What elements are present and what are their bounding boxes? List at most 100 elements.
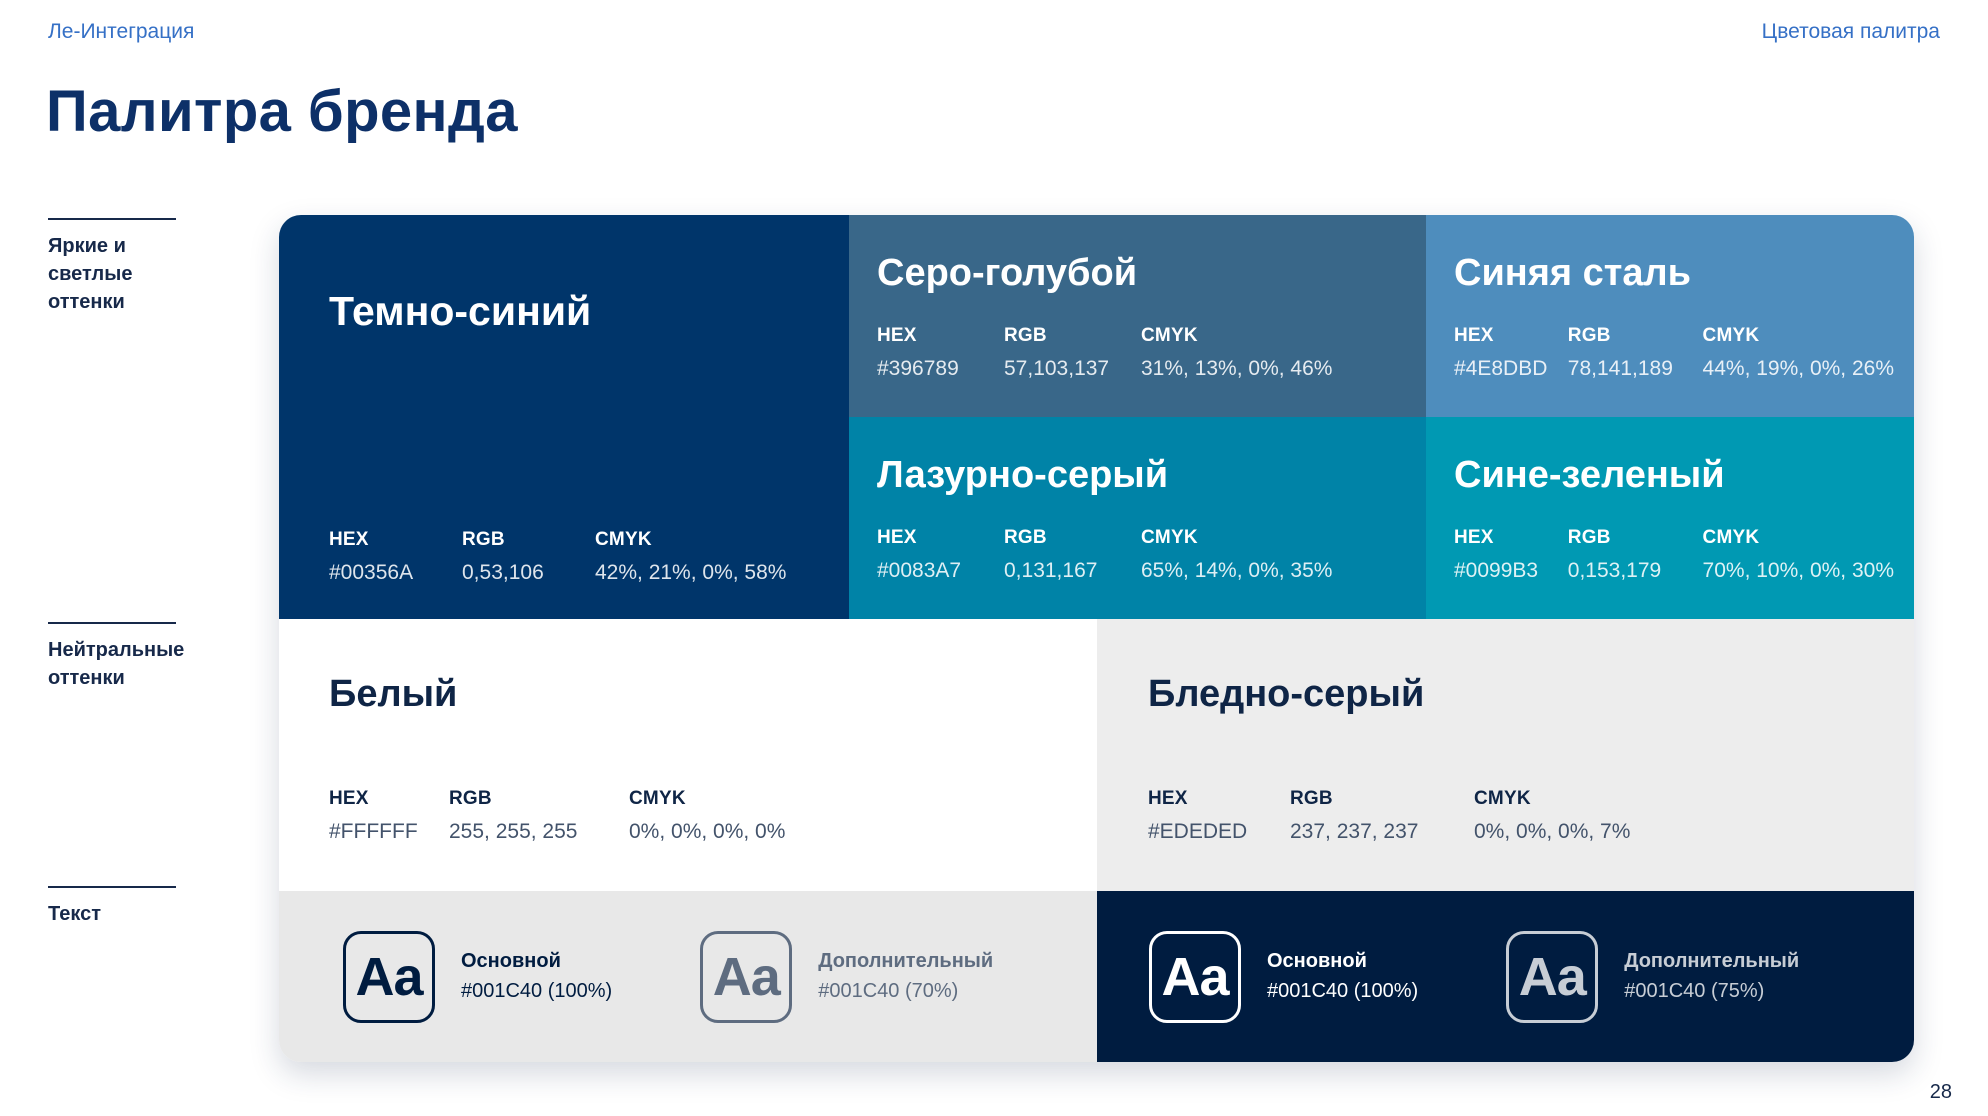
section-divider-line — [48, 622, 176, 624]
spec-value-rgb: 237, 237, 237 — [1290, 819, 1419, 843]
spec-label-hex: HEX — [877, 324, 917, 346]
aa-letters: Aa — [1161, 946, 1229, 1007]
spec-hex: HEX #0083A7 — [877, 527, 1004, 583]
swatch-steel-blue: Синяя сталь HEX #4E8DBD RGB 78,141,189 C… — [1426, 215, 1914, 417]
text-sample-secondary-light: Aa Дополнительный #001C40 (70%) — [700, 930, 993, 1023]
spec-label-cmyk: CMYK — [629, 787, 686, 809]
swatch-white: Белый HEX #FFFFFF RGB 255, 255, 255 CMYK… — [279, 619, 1097, 891]
swatch-name: Лазурно-серый — [877, 454, 1169, 496]
spec-label-cmyk: CMYK — [1474, 787, 1531, 809]
spec-label-rgb: RGB — [1567, 324, 1611, 346]
spec-label-cmyk: CMYK — [595, 529, 652, 550]
spec-hex: HEX #EDEDED — [1148, 788, 1290, 844]
spec-rgb: RGB 237, 237, 237 — [1290, 788, 1474, 844]
spec-label-rgb: RGB — [1004, 526, 1047, 548]
spec-label-cmyk: CMYK — [1702, 526, 1760, 548]
spec-value-cmyk: 31%, 13%, 0%, 46% — [1141, 356, 1333, 380]
palette-card: Темно-синий HEX #00356A RGB 0,53,106 CMY… — [279, 215, 1914, 1062]
spec-cmyk: CMYK 31%, 13%, 0%, 46% — [1141, 325, 1332, 381]
sample-caption: Дополнительный #001C40 (75%) — [1624, 950, 1799, 1003]
swatch-gray-blue: Серо-голубой HEX #396789 RGB 57,103,137 … — [849, 215, 1426, 417]
sample-role: Дополнительный — [818, 950, 994, 972]
sample-role: Дополнительный — [1624, 950, 1800, 972]
aa-sample-box: Aa — [1149, 930, 1241, 1023]
spec-value-rgb: 0,153,179 — [1567, 558, 1662, 582]
swatch-specs: HEX #0083A7 RGB 0,131,167 CMYK 65%, 14%,… — [877, 527, 1406, 583]
aa-letters: Aa — [355, 946, 423, 1007]
sample-role: Основной — [1267, 950, 1367, 972]
spec-rgb: RGB 0,131,167 — [1004, 527, 1141, 583]
spec-rgb: RGB 255, 255, 255 — [449, 788, 629, 844]
swatch-pale-gray: Бледно-серый HEX #EDEDED RGB 237, 237, 2… — [1097, 619, 1914, 891]
spec-value-cmyk: 44%, 19%, 0%, 26% — [1702, 356, 1894, 380]
swatch-specs: HEX #396789 RGB 57,103,137 CMYK 31%, 13%… — [877, 325, 1406, 381]
text-samples-row: Aa Основной #001C40 (100%) Aa Дополнител… — [279, 891, 1914, 1062]
spec-label-cmyk: CMYK — [1702, 324, 1760, 346]
swatch-name: Темно-синий — [329, 288, 592, 334]
spec-rgb: RGB 0,153,179 — [1568, 527, 1703, 583]
spec-label-cmyk: CMYK — [1141, 324, 1198, 346]
spec-value-rgb: 0,53,106 — [462, 561, 544, 584]
sidebar-section-bright-shades: Яркие и светлые оттенки — [48, 218, 208, 316]
aa-sample-box: Aa — [700, 930, 793, 1023]
sample-color-value: #001C40 (70%) — [818, 980, 959, 1002]
spec-value-rgb: 0,131,167 — [1004, 558, 1098, 582]
aa-sample-box: Aa — [1506, 930, 1599, 1023]
sidebar-section-text: Текст — [48, 886, 208, 928]
spec-value-hex: #4E8DBD — [1454, 356, 1548, 380]
spec-value-rgb: 57,103,137 — [1004, 356, 1110, 380]
text-sample-primary-light: Aa Основной #001C40 (100%) — [343, 930, 612, 1023]
sample-caption: Основной #001C40 (100%) — [461, 950, 612, 1003]
text-samples-on-light: Aa Основной #001C40 (100%) Aa Дополнител… — [279, 891, 1097, 1062]
spec-value-hex: #0083A7 — [877, 558, 962, 582]
spec-value-cmyk: 42%, 21%, 0%, 58% — [595, 561, 787, 584]
text-sample-secondary-dark: Aa Дополнительный #001C40 (75%) — [1506, 930, 1799, 1023]
swatch-name: Белый — [329, 673, 458, 715]
sample-color-value: #001C40 (75%) — [1624, 980, 1765, 1002]
text-samples-on-dark: Aa Основной #001C40 (100%) Aa Дополнител… — [1097, 891, 1914, 1062]
spec-label-hex: HEX — [877, 526, 917, 548]
spec-hex: HEX #00356A — [329, 529, 462, 585]
spec-value-hex: #FFFFFF — [329, 819, 418, 843]
swatch-blue-green: Сине-зеленый HEX #0099B3 RGB 0,153,179 C… — [1426, 417, 1914, 619]
bright-shades-row: Темно-синий HEX #00356A RGB 0,53,106 CMY… — [279, 215, 1914, 619]
aa-sample-box: Aa — [343, 930, 435, 1023]
spec-value-rgb: 78,141,189 — [1567, 356, 1673, 380]
spec-value-hex: #396789 — [877, 356, 959, 380]
spec-label-rgb: RGB — [1290, 787, 1333, 809]
aa-letters: Aa — [712, 946, 781, 1007]
spec-value-rgb: 255, 255, 255 — [449, 819, 578, 843]
spec-label-rgb: RGB — [449, 787, 492, 809]
spec-hex: HEX #FFFFFF — [329, 788, 449, 844]
sample-caption: Основной #001C40 (100%) — [1267, 950, 1418, 1003]
swatch-specs: HEX #0099B3 RGB 0,153,179 CMYK 70%, 10%,… — [1454, 527, 1894, 583]
spec-label-hex: HEX — [1148, 787, 1188, 809]
section-divider-line — [48, 886, 176, 888]
spec-value-hex: #00356A — [329, 561, 414, 584]
sample-role: Основной — [461, 950, 561, 972]
header-section-text: Цветовая палитра — [1761, 20, 1940, 43]
spec-value-cmyk: 70%, 10%, 0%, 30% — [1702, 558, 1894, 582]
sidebar-label: Яркие и светлые оттенки — [48, 235, 133, 313]
swatch-name: Серо-голубой — [877, 252, 1138, 294]
swatch-specs: HEX #EDEDED RGB 237, 237, 237 CMYK 0%, 0… — [1148, 788, 1878, 844]
slide-header: Ле-Интеграция Цветовая палитра — [48, 20, 1940, 44]
swatch-azure-gray: Лазурно-серый HEX #0083A7 RGB 0,131,167 … — [849, 417, 1426, 619]
swatch-specs: HEX #4E8DBD RGB 78,141,189 CMYK 44%, 19%… — [1454, 325, 1894, 381]
spec-value-cmyk: 65%, 14%, 0%, 35% — [1141, 558, 1333, 582]
sample-caption: Дополнительный #001C40 (70%) — [818, 950, 993, 1003]
bright-shades-grid: Серо-голубой HEX #396789 RGB 57,103,137 … — [849, 215, 1914, 619]
spec-rgb: RGB 57,103,137 — [1004, 325, 1141, 381]
spec-label-hex: HEX — [1454, 526, 1494, 548]
spec-label-rgb: RGB — [1004, 324, 1047, 346]
spec-value-hex: #0099B3 — [1454, 558, 1539, 582]
swatch-name: Бледно-серый — [1148, 673, 1425, 715]
swatch-specs: HEX #00356A RGB 0,53,106 CMYK 42%, 21%, … — [329, 529, 813, 585]
spec-rgb: RGB 78,141,189 — [1568, 325, 1703, 381]
swatch-name: Синяя сталь — [1454, 252, 1692, 294]
sidebar-label: Нейтральные оттенки — [48, 639, 185, 689]
sample-color-value: #001C40 (100%) — [461, 980, 613, 1002]
spec-cmyk: CMYK 65%, 14%, 0%, 35% — [1141, 527, 1332, 583]
spec-hex: HEX #396789 — [877, 325, 1004, 381]
